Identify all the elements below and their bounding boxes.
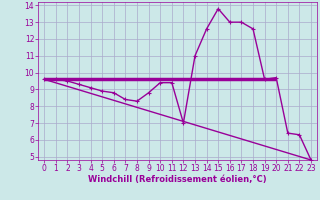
X-axis label: Windchill (Refroidissement éolien,°C): Windchill (Refroidissement éolien,°C) [88, 175, 267, 184]
